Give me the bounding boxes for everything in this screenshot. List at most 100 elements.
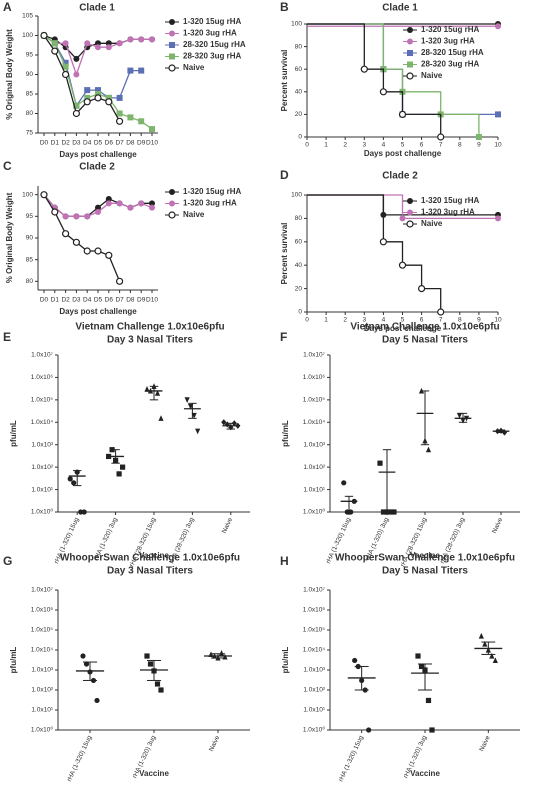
legend-marker	[169, 53, 175, 60]
marker	[399, 215, 406, 222]
marker	[116, 200, 123, 207]
y-tick-label: 80	[26, 278, 34, 285]
x-tick-label: 0	[305, 317, 309, 324]
marker	[51, 208, 59, 216]
marker	[62, 63, 69, 70]
panel-letter: F	[280, 330, 287, 344]
x-tick-label: D2	[61, 297, 70, 304]
y-tick-label: 1.0x10⁰	[303, 508, 326, 516]
legend-label: Naive	[183, 63, 205, 72]
y-axis-label: % Original Body Weight	[5, 192, 14, 283]
marker	[73, 102, 80, 109]
marker	[379, 238, 387, 246]
marker	[83, 98, 91, 106]
legend-marker	[407, 50, 413, 56]
legend-marker	[406, 220, 414, 228]
y-tick-label: 100	[22, 32, 33, 39]
legend-label: 1-320 3ug rHA	[183, 199, 237, 208]
x-tick-label: D8	[126, 140, 135, 147]
marker	[184, 397, 190, 403]
y-tick-label: 90	[26, 71, 34, 78]
y-tick-label: 1.0x10³	[303, 667, 326, 674]
legend-label: Naive	[183, 210, 205, 219]
marker	[84, 213, 91, 220]
x-axis-label: Days post challenge	[59, 307, 137, 316]
marker	[377, 460, 383, 466]
marker	[478, 632, 484, 639]
legend-marker	[168, 211, 176, 219]
marker	[94, 697, 100, 704]
chart-title: Clade 1	[382, 3, 418, 14]
legend-label: 1-320 15ug rHA	[421, 25, 479, 34]
legend-marker	[169, 42, 175, 48]
marker	[84, 87, 91, 94]
chart-title: WhooperSwan Challenge 1.0x10e6pfu	[335, 553, 515, 564]
x-tick-label: D0	[40, 140, 49, 147]
legend-marker	[169, 200, 175, 207]
chart-subtitle: Day 5 Nasal Titers	[382, 335, 468, 346]
y-axis-label: Percent survival	[280, 223, 289, 285]
x-tick-label: D6	[105, 297, 114, 304]
x-tick-label: D3	[72, 297, 81, 304]
y-tick-label: 20	[295, 285, 303, 292]
marker	[67, 476, 73, 482]
marker	[115, 277, 124, 285]
x-tick-label: D4	[83, 297, 92, 304]
marker	[81, 509, 87, 515]
marker	[105, 98, 113, 106]
chart-title: WhooperSwan Challenge 1.0x10e6pfu	[60, 553, 240, 564]
x-tick-label: D9	[137, 140, 146, 147]
x-tick-label: D3	[72, 140, 81, 147]
y-tick-label: 1.0x10⁰	[31, 726, 54, 734]
x-tick-label: D10	[146, 140, 158, 147]
y-tick-label: 1.0x10⁵	[303, 397, 326, 404]
marker	[425, 446, 432, 453]
marker	[149, 36, 155, 43]
marker	[73, 213, 80, 220]
y-tick-label: 85	[26, 256, 34, 263]
marker	[437, 133, 445, 141]
x-tick-label: 5	[401, 142, 405, 149]
marker	[149, 204, 155, 211]
marker	[84, 94, 91, 101]
y-tick-label: 1.0x10⁷	[303, 587, 326, 594]
y-axis-label: % Original Body Weight	[5, 29, 14, 120]
x-tick-label: 6	[420, 142, 424, 149]
y-tick-label: 1.0x10⁶	[303, 374, 326, 381]
marker	[127, 67, 134, 74]
y-tick-label: 105	[22, 13, 33, 20]
marker	[95, 209, 101, 215]
x-tick-label: 10	[494, 142, 502, 149]
y-axis-label: pfu/mL	[281, 420, 290, 447]
x-tick-label: 9	[477, 317, 481, 324]
y-tick-label: 60	[295, 66, 303, 73]
y-tick-label: 1.0x10³	[31, 667, 54, 674]
panel-letter: A	[3, 0, 12, 14]
marker	[366, 727, 372, 733]
marker	[95, 204, 101, 211]
marker	[73, 55, 80, 62]
marker	[61, 230, 70, 238]
y-tick-label: 1.0x10¹	[303, 486, 326, 493]
y-tick-label: 20	[295, 111, 303, 118]
marker	[83, 247, 91, 255]
marker	[218, 649, 225, 656]
marker	[127, 204, 134, 211]
legend-label: 1-320 15ug rHA	[183, 187, 241, 196]
y-tick-label: 60	[295, 239, 303, 246]
legend-label: 1-320 15ug rHA	[183, 17, 241, 26]
legend-label: Naive	[421, 219, 443, 228]
x-tick-label: 8	[458, 142, 462, 149]
x-tick-label: 3	[362, 142, 366, 149]
legend-marker	[407, 198, 413, 204]
y-axis-label: pfu/mL	[9, 420, 18, 447]
x-tick-label: D6	[105, 140, 114, 147]
x-tick-label: D0	[40, 297, 49, 304]
y-tick-label: 1.0x10⁵	[31, 627, 54, 634]
marker	[73, 71, 80, 78]
x-axis-label: Days post challenge	[364, 149, 442, 158]
legend-label: 28-320 15ug rHA	[421, 48, 484, 57]
y-axis-label: pfu/mL	[281, 647, 290, 674]
marker	[83, 661, 90, 667]
